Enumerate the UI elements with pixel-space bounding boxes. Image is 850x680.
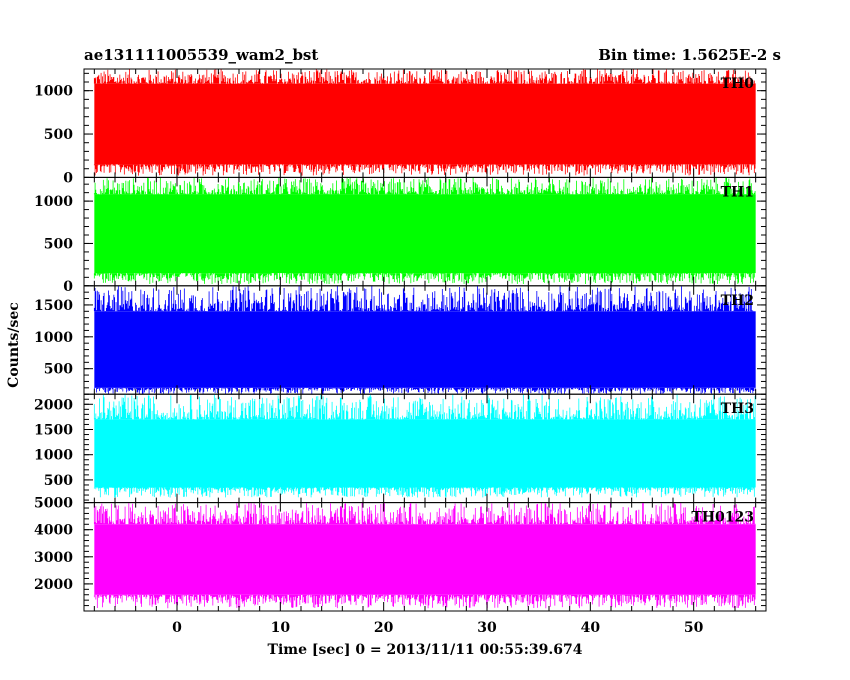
x-tick-label: 40 (581, 620, 601, 636)
x-tick-label: 30 (477, 620, 497, 636)
y-tick-label: 1000 (34, 330, 73, 346)
x-tick-label: 10 (271, 620, 291, 636)
series-label-th0123: TH0123 (691, 510, 754, 526)
panels-group: TH0 0 500 1000 TH1 0 500 1000 TH2 500 1000 1500 TH3 5… (34, 68, 767, 612)
y-axis-label: Counts/sec (6, 302, 22, 388)
panel-th0123: TH0123 2000 3000 4000 5000 (34, 496, 767, 612)
series-band-th1 (94, 194, 756, 274)
series-label-th3: TH3 (721, 401, 754, 417)
series-line-th0123 (93, 502, 756, 609)
panel-th0: TH0 0 500 1000 (34, 68, 767, 186)
y-tick-label: 1000 (34, 194, 73, 210)
series-line-th2 (93, 285, 756, 395)
x-axis-label: Time [sec] 0 = 2013/11/11 00:55:39.674 (268, 642, 583, 658)
y-tick-label: 500 (44, 236, 73, 252)
panel-th2: TH2 500 1000 1500 (34, 285, 767, 395)
y-tick-label: 1000 (34, 84, 73, 100)
series-label-th0: TH0 (721, 76, 755, 92)
y-tick-label: 2000 (34, 577, 73, 593)
x-axis-ticks: 0 10 20 30 40 50 (172, 620, 704, 636)
bin-time-label: Bin time: 1.5625E-2 s (598, 46, 781, 64)
series-band-th2 (94, 311, 756, 388)
y-tick-label: 1500 (34, 422, 73, 438)
x-tick-label: 20 (374, 620, 394, 636)
chart-title: ae131111005539_wam2_bst (84, 46, 318, 64)
series-line-th1 (93, 177, 756, 285)
panel-th3: TH3 500 1000 1500 2000 (34, 393, 767, 504)
panel-th1: TH1 0 500 1000 (34, 176, 767, 295)
y-tick-label: 0 (63, 170, 73, 186)
y-tick-label: 500 (44, 127, 73, 143)
y-tick-label: 500 (44, 362, 73, 378)
y-tick-label: 1000 (34, 448, 73, 464)
series-band-th0 (94, 83, 756, 165)
y-tick-label: 500 (44, 473, 73, 489)
x-tick-label: 50 (684, 620, 704, 636)
series-band-th0123 (94, 524, 756, 595)
series-label-th2: TH2 (721, 293, 754, 309)
series-band-th3 (94, 419, 756, 488)
y-tick-label: 4000 (34, 523, 73, 539)
y-tick-label: 3000 (34, 550, 73, 566)
y-tick-label: 2000 (34, 397, 73, 413)
x-tick-label: 0 (172, 620, 182, 636)
y-tick-label: 5000 (34, 496, 73, 512)
series-label-th1: TH1 (721, 184, 754, 200)
y-tick-label: 1500 (34, 298, 73, 314)
y-tick-label: 0 (63, 279, 73, 295)
